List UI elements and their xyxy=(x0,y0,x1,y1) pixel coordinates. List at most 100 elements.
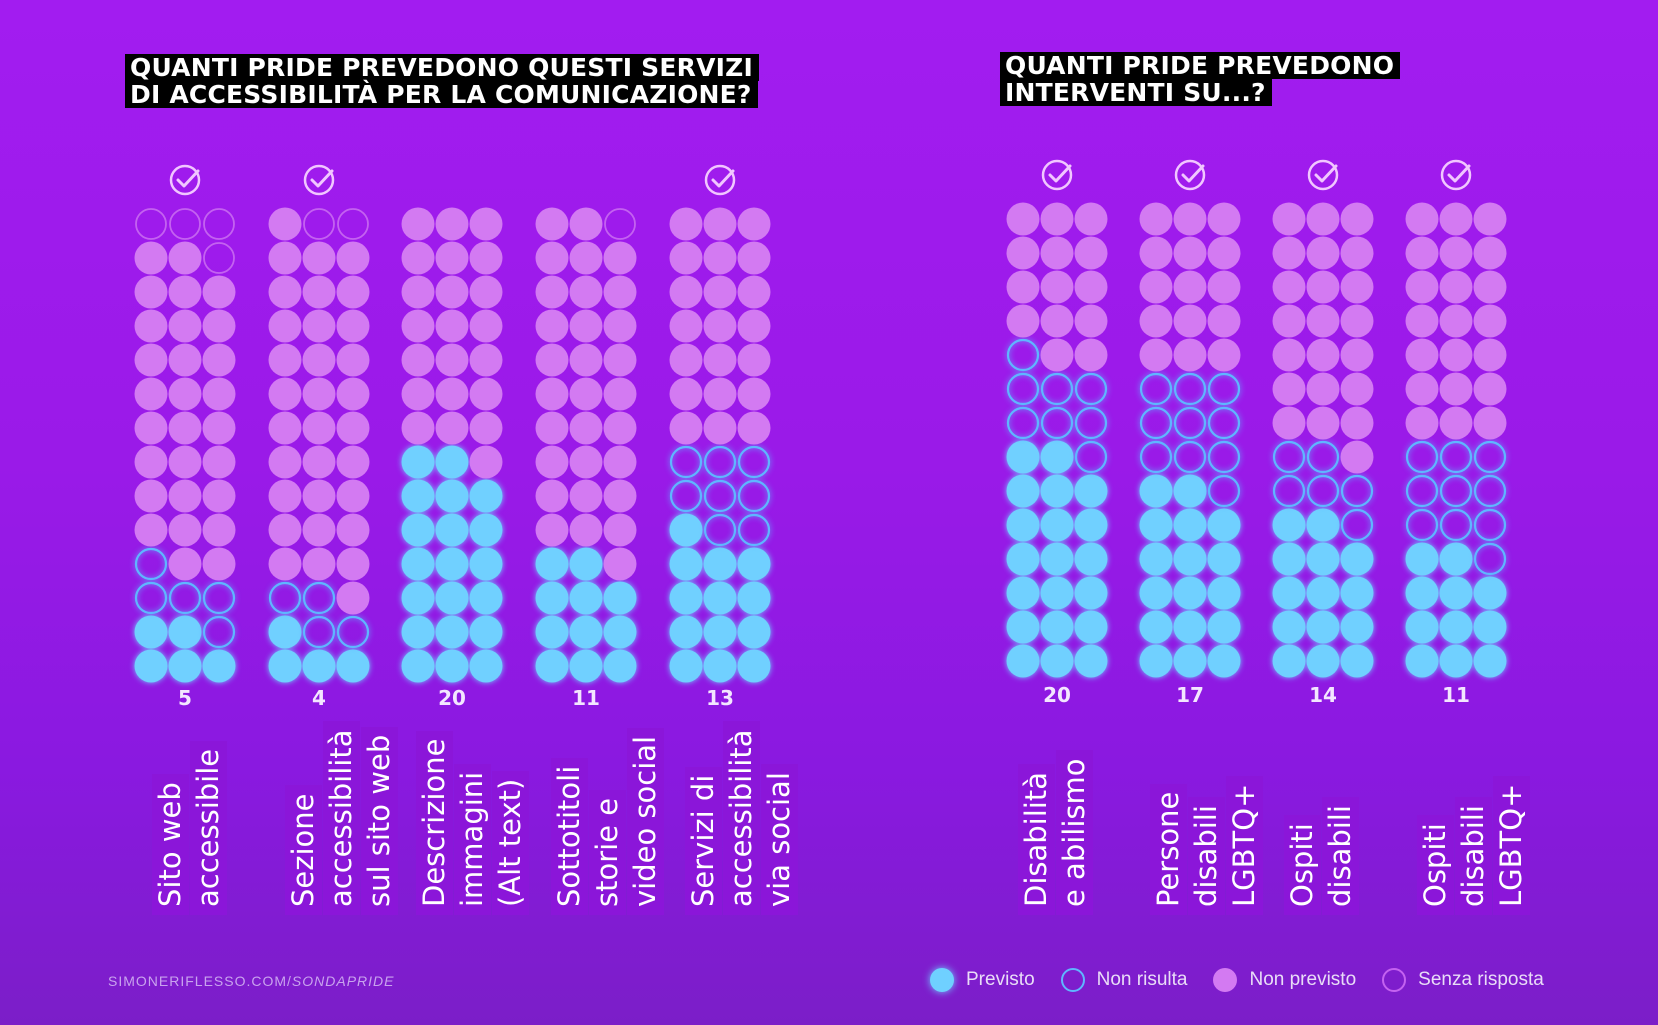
legend-dot-non-previsto xyxy=(1213,968,1238,992)
waffle-dot-previsto xyxy=(1306,542,1340,576)
waffle-dot-non-previsto xyxy=(603,241,637,275)
waffle-dot-non-previsto xyxy=(134,445,168,479)
waffle-dot-previsto xyxy=(1006,508,1040,542)
waffle-dot-non-previsto xyxy=(1306,304,1340,338)
waffle-dot-non-previsto xyxy=(134,275,168,309)
waffle-dot-non-previsto xyxy=(134,411,168,445)
waffle-dot-previsto xyxy=(1272,542,1306,576)
waffle-dot-non-previsto xyxy=(703,343,737,377)
waffle-dot-non-previsto xyxy=(202,309,236,343)
waffle-dot-non-previsto xyxy=(703,207,737,241)
waffle-dot-non-previsto xyxy=(737,343,771,377)
waffle-dot-non-previsto xyxy=(1306,202,1340,236)
waffle-dot-non-previsto xyxy=(435,207,469,241)
waffle-dot-non-previsto xyxy=(202,275,236,309)
waffle-dot-non-previsto xyxy=(737,275,771,309)
waffle-dot-previsto xyxy=(1340,644,1374,678)
waffle-dot-previsto xyxy=(1439,644,1473,678)
waffle-dot-non-risulta xyxy=(703,513,737,547)
waffle-dot-non-previsto xyxy=(1439,202,1473,236)
waffle-dot-non-risulta xyxy=(1473,508,1507,542)
category-label-text: accessibile xyxy=(190,740,227,915)
waffle-dot-previsto xyxy=(1040,610,1074,644)
waffle-dot-previsto xyxy=(1139,644,1173,678)
category-label-line: Persone xyxy=(1150,783,1187,915)
waffle-dot-previsto xyxy=(401,445,435,479)
waffle-dot-previsto xyxy=(1173,542,1207,576)
waffle-dot-non-previsto xyxy=(1074,338,1108,372)
right-title-line2: INTERVENTI SU...? xyxy=(1000,79,1272,106)
waffle-dot-previsto xyxy=(469,581,503,615)
waffle-dot-non-risulta xyxy=(268,581,302,615)
waffle-dot-previsto xyxy=(1340,542,1374,576)
waffle-dot-previsto xyxy=(1405,576,1439,610)
waffle-dot-non-previsto xyxy=(1340,304,1374,338)
waffle-dot-previsto xyxy=(535,581,569,615)
waffle-dot-non-risulta xyxy=(302,615,336,649)
category-label-line: Ospiti xyxy=(1417,815,1454,915)
check-icon xyxy=(1174,159,1206,191)
waffle-dot-non-previsto xyxy=(1473,270,1507,304)
waffle-dot-non-previsto xyxy=(703,377,737,411)
waffle-dot-senza-risposta xyxy=(169,208,201,240)
waffle-dot-previsto xyxy=(1272,576,1306,610)
waffle-dot-non-previsto xyxy=(569,377,603,411)
category-label-line: disabili xyxy=(1455,797,1492,915)
waffle-dot-non-risulta xyxy=(703,445,737,479)
category-label-line: accessibile xyxy=(190,740,227,915)
waffle-dot-non-previsto xyxy=(435,411,469,445)
category-label-text: accessibilità xyxy=(323,721,360,915)
legend-item-non-risulta: Non risulta xyxy=(1060,968,1188,992)
waffle-dot-previsto xyxy=(134,649,168,683)
waffle-dot-previsto xyxy=(1040,508,1074,542)
waffle-dot-non-previsto xyxy=(202,513,236,547)
waffle-dot-non-previsto xyxy=(1207,304,1241,338)
waffle-column xyxy=(1405,202,1507,678)
waffle-dot-previsto xyxy=(1272,644,1306,678)
waffle-dot-previsto xyxy=(703,581,737,615)
waffle-dot-previsto xyxy=(569,649,603,683)
waffle-dot-non-previsto xyxy=(268,513,302,547)
waffle-dot-non-previsto xyxy=(202,377,236,411)
waffle-dot-non-risulta xyxy=(1074,372,1108,406)
category-label-text: Disabilità xyxy=(1018,764,1055,915)
footer-site: SIMONERIFLESSO.COM/ xyxy=(108,973,292,989)
waffle-dot-senza-risposta xyxy=(135,208,167,240)
waffle-dot-non-risulta xyxy=(202,615,236,649)
waffle-dot-non-previsto xyxy=(469,377,503,411)
waffle-dot-non-previsto xyxy=(268,445,302,479)
waffle-dot-non-risulta xyxy=(1473,542,1507,576)
waffle-dot-non-previsto xyxy=(302,309,336,343)
category-label-text: video social xyxy=(627,727,664,915)
category-label-text: disabili xyxy=(1188,797,1225,915)
waffle-dot-non-risulta xyxy=(1207,406,1241,440)
waffle-dot-non-previsto xyxy=(168,377,202,411)
waffle-column xyxy=(134,208,236,683)
waffle-dot-previsto xyxy=(1006,542,1040,576)
waffle-dot-non-previsto xyxy=(1340,202,1374,236)
legend-label-non-risulta: Non risulta xyxy=(1096,969,1188,990)
waffle-dot-non-previsto xyxy=(535,377,569,411)
waffle-dot-previsto xyxy=(1306,576,1340,610)
waffle-dot-non-previsto xyxy=(535,275,569,309)
waffle-dot-non-risulta xyxy=(134,547,168,581)
legend-item-senza-risposta: Senza risposta xyxy=(1382,968,1544,992)
waffle-dot-non-previsto xyxy=(603,411,637,445)
waffle-dot-previsto xyxy=(1006,644,1040,678)
legend-dot-previsto xyxy=(930,968,954,992)
waffle-dot-non-risulta xyxy=(1439,474,1473,508)
check-mark xyxy=(310,169,334,188)
legend-label-non-previsto: Non previsto xyxy=(1249,969,1357,990)
waffle-dot-non-previsto xyxy=(1074,236,1108,270)
waffle-dot-non-previsto xyxy=(535,411,569,445)
waffle-dot-non-previsto xyxy=(336,479,370,513)
category-label-line: Ospiti xyxy=(1284,815,1321,915)
waffle-column xyxy=(268,207,370,683)
waffle-dot-previsto xyxy=(469,479,503,513)
waffle-dot-previsto xyxy=(435,649,469,683)
waffle-dot-non-previsto xyxy=(1040,236,1074,270)
waffle-dot-non-previsto xyxy=(336,547,370,581)
waffle-dot-non-risulta xyxy=(202,581,236,615)
waffle-dot-non-previsto xyxy=(336,445,370,479)
waffle-dot-previsto xyxy=(1272,610,1306,644)
